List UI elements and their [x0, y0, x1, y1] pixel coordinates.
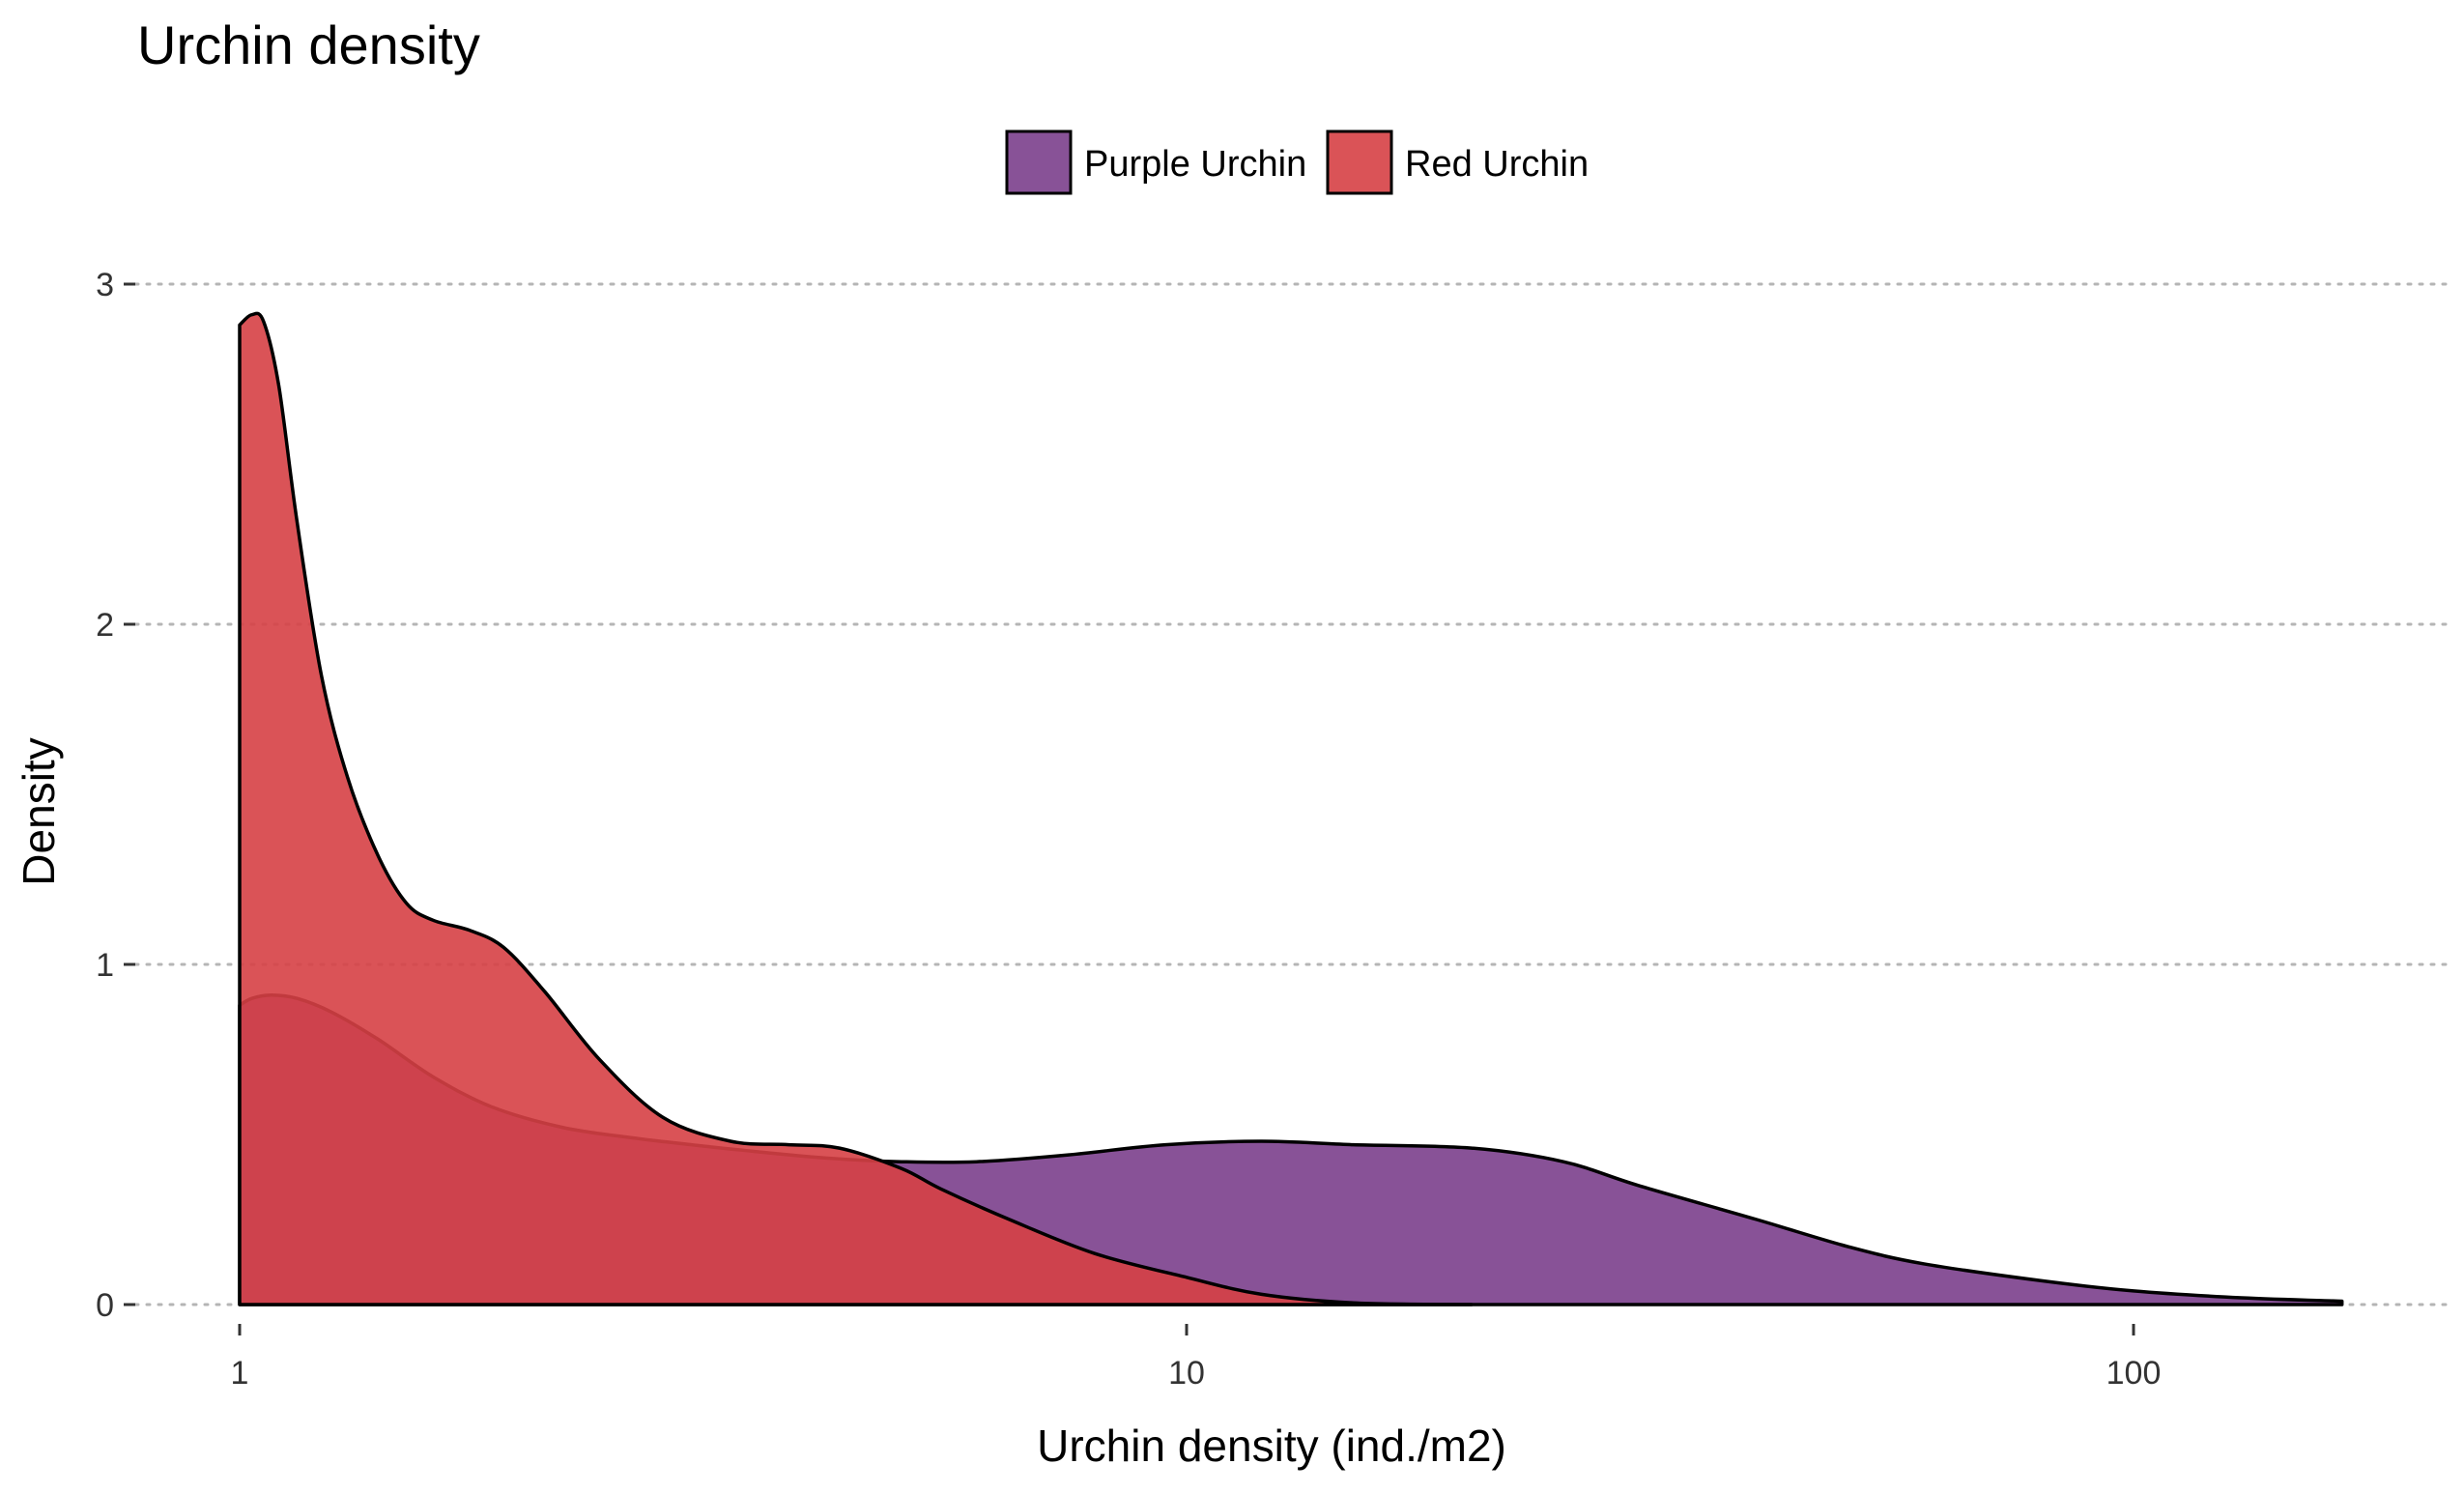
- density-area-red-urchin: [238, 311, 1474, 1306]
- y-axis-title: Density: [14, 737, 64, 885]
- chart-title: Urchin density: [137, 14, 480, 75]
- density-areas: [238, 311, 2344, 1306]
- legend-label-purple-urchin: Purple Urchin: [1084, 144, 1306, 185]
- x-axis-title: Urchin density (ind./m2): [1037, 1421, 1506, 1471]
- y-axis: 0 1 2 3: [96, 267, 135, 1324]
- y-tick-label-0: 0: [96, 1287, 114, 1324]
- legend-label-red-urchin: Red Urchin: [1405, 144, 1589, 185]
- x-tick-label-100: 100: [2106, 1355, 2162, 1392]
- y-tick-label-1: 1: [96, 947, 114, 984]
- y-tick-label-2: 2: [96, 607, 114, 644]
- legend-swatch-purple-urchin: [1005, 129, 1073, 195]
- x-tick-label-1: 1: [231, 1355, 249, 1392]
- x-axis: 1 10 100: [231, 1324, 2162, 1392]
- legend-swatch-red-urchin: [1326, 129, 1393, 195]
- x-tick-label-10: 10: [1168, 1355, 1205, 1392]
- y-tick-label-3: 3: [96, 267, 114, 303]
- legend: Purple Urchin Red Urchin: [1005, 129, 1589, 195]
